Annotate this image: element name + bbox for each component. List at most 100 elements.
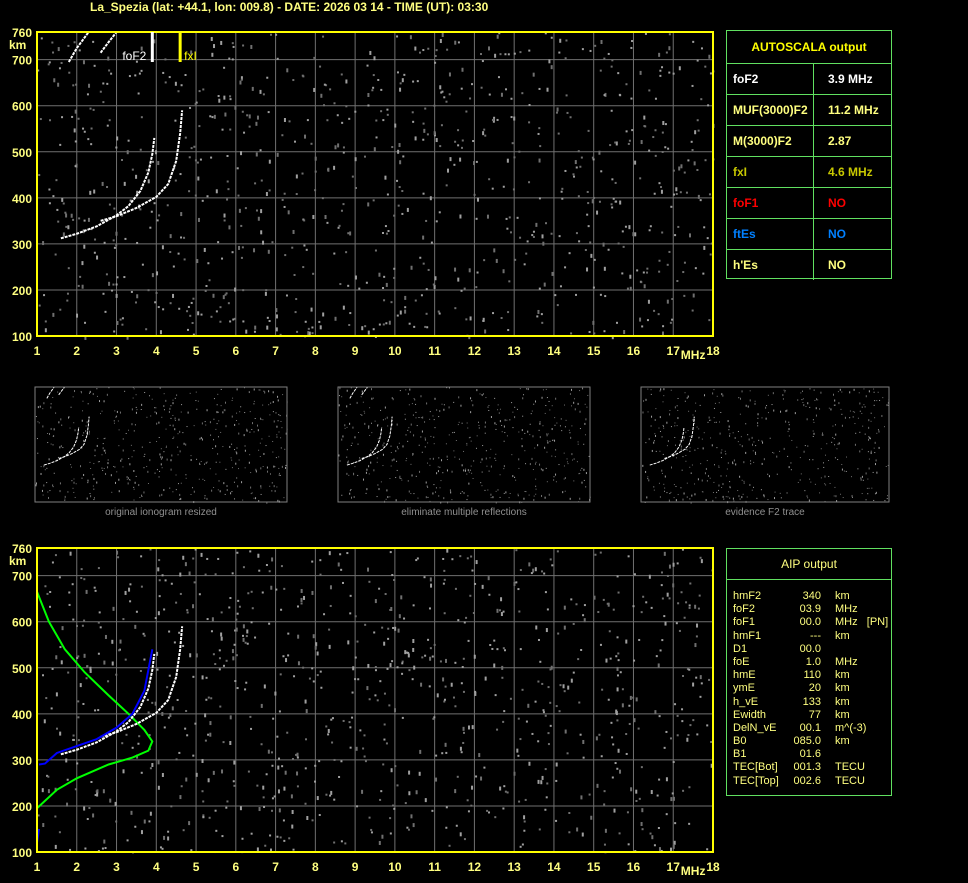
noise-dot <box>55 655 58 660</box>
noise-dot <box>119 639 122 644</box>
noise-dot <box>506 158 509 163</box>
noise-dot <box>851 476 853 478</box>
noise-dot <box>186 611 189 614</box>
noise-dot <box>507 53 510 56</box>
noise-dot <box>614 200 617 203</box>
noise-dot <box>248 114 251 119</box>
noise-dot <box>204 713 207 718</box>
noise-dot <box>606 602 609 605</box>
noise-dot <box>339 460 341 462</box>
noise-dot <box>684 400 686 402</box>
noise-dot <box>694 410 696 412</box>
noise-dot <box>724 450 726 452</box>
noise-dot <box>178 751 181 754</box>
noise-dot <box>115 820 118 823</box>
noise-dot <box>196 161 199 164</box>
noise-dot <box>222 446 224 448</box>
noise-dot <box>383 723 386 726</box>
noise-dot <box>703 432 705 434</box>
noise-dot <box>138 72 141 75</box>
noise-dot <box>210 630 213 633</box>
noise-dot <box>319 559 322 562</box>
noise-dot <box>387 627 390 630</box>
noise-dot <box>468 268 471 273</box>
noise-dot <box>35 482 37 485</box>
noise-dot <box>804 445 806 447</box>
noise-dot <box>313 87 316 92</box>
noise-dot <box>694 130 697 135</box>
noise-dot <box>50 406 52 409</box>
noise-dot <box>743 480 745 482</box>
noise-dot <box>240 151 243 156</box>
noise-dot <box>432 415 434 417</box>
aip-unit: m^(-3) <box>835 721 867 734</box>
noise-dot <box>714 464 716 466</box>
noise-dot <box>563 605 566 610</box>
noise-dot <box>361 414 363 416</box>
noise-dot <box>236 551 239 554</box>
noise-dot <box>458 396 460 399</box>
noise-dot <box>466 473 468 475</box>
noise-dot <box>697 607 700 610</box>
noise-dot <box>809 459 811 461</box>
trace-x <box>100 110 184 222</box>
noise-dot <box>253 330 256 333</box>
noise-dot <box>564 490 566 492</box>
x-tick-label: 11 <box>428 344 441 358</box>
noise-dot <box>772 392 774 395</box>
noise-dot <box>435 220 438 223</box>
noise-dot <box>114 466 116 468</box>
noise-dot <box>718 489 720 491</box>
noise-dot <box>223 219 226 222</box>
noise-dot <box>64 211 67 214</box>
noise-dot <box>139 148 142 151</box>
noise-dot <box>675 457 677 459</box>
noise-dot <box>852 416 854 418</box>
noise-dot <box>628 225 631 230</box>
noise-dot <box>518 431 520 433</box>
noise-dot <box>155 291 158 294</box>
noise-dot <box>185 443 187 446</box>
noise-dot <box>655 434 657 437</box>
noise-dot <box>671 318 674 321</box>
noise-dot <box>436 693 439 698</box>
noise-dot <box>596 783 599 788</box>
noise-dot <box>172 399 174 401</box>
noise-dot <box>766 405 768 407</box>
noise-dot <box>389 817 392 820</box>
noise-dot <box>425 496 427 499</box>
noise-dot <box>504 419 506 422</box>
noise-dot <box>525 463 527 465</box>
noise-dot <box>549 724 552 727</box>
noise-dot <box>159 330 162 335</box>
noise-dot <box>115 146 118 149</box>
noise-dot <box>616 674 619 677</box>
noise-dot <box>616 575 619 578</box>
noise-dot <box>720 411 722 413</box>
noise-dot <box>397 628 400 633</box>
noise-dot <box>581 481 583 484</box>
noise-dot <box>432 457 434 460</box>
noise-dot <box>433 643 436 646</box>
noise-dot <box>86 93 89 96</box>
noise-dot <box>86 421 88 424</box>
noise-dot <box>788 421 790 423</box>
noise-dot <box>663 388 665 391</box>
noise-dot <box>131 423 133 426</box>
noise-dot <box>215 189 218 194</box>
noise-dot <box>37 406 39 409</box>
noise-dot <box>275 314 278 319</box>
noise-dot <box>615 711 618 716</box>
noise-dot <box>517 754 520 757</box>
noise-dot <box>581 832 584 837</box>
noise-dot <box>268 570 271 573</box>
noise-dot <box>342 305 345 310</box>
aip-unit <box>835 643 875 656</box>
noise-dot <box>294 311 297 314</box>
noise-dot <box>382 119 385 122</box>
noise-dot <box>443 96 446 99</box>
noise-dot <box>584 249 587 252</box>
noise-dot <box>767 394 769 396</box>
noise-dot <box>545 222 548 225</box>
noise-dot <box>225 806 228 809</box>
